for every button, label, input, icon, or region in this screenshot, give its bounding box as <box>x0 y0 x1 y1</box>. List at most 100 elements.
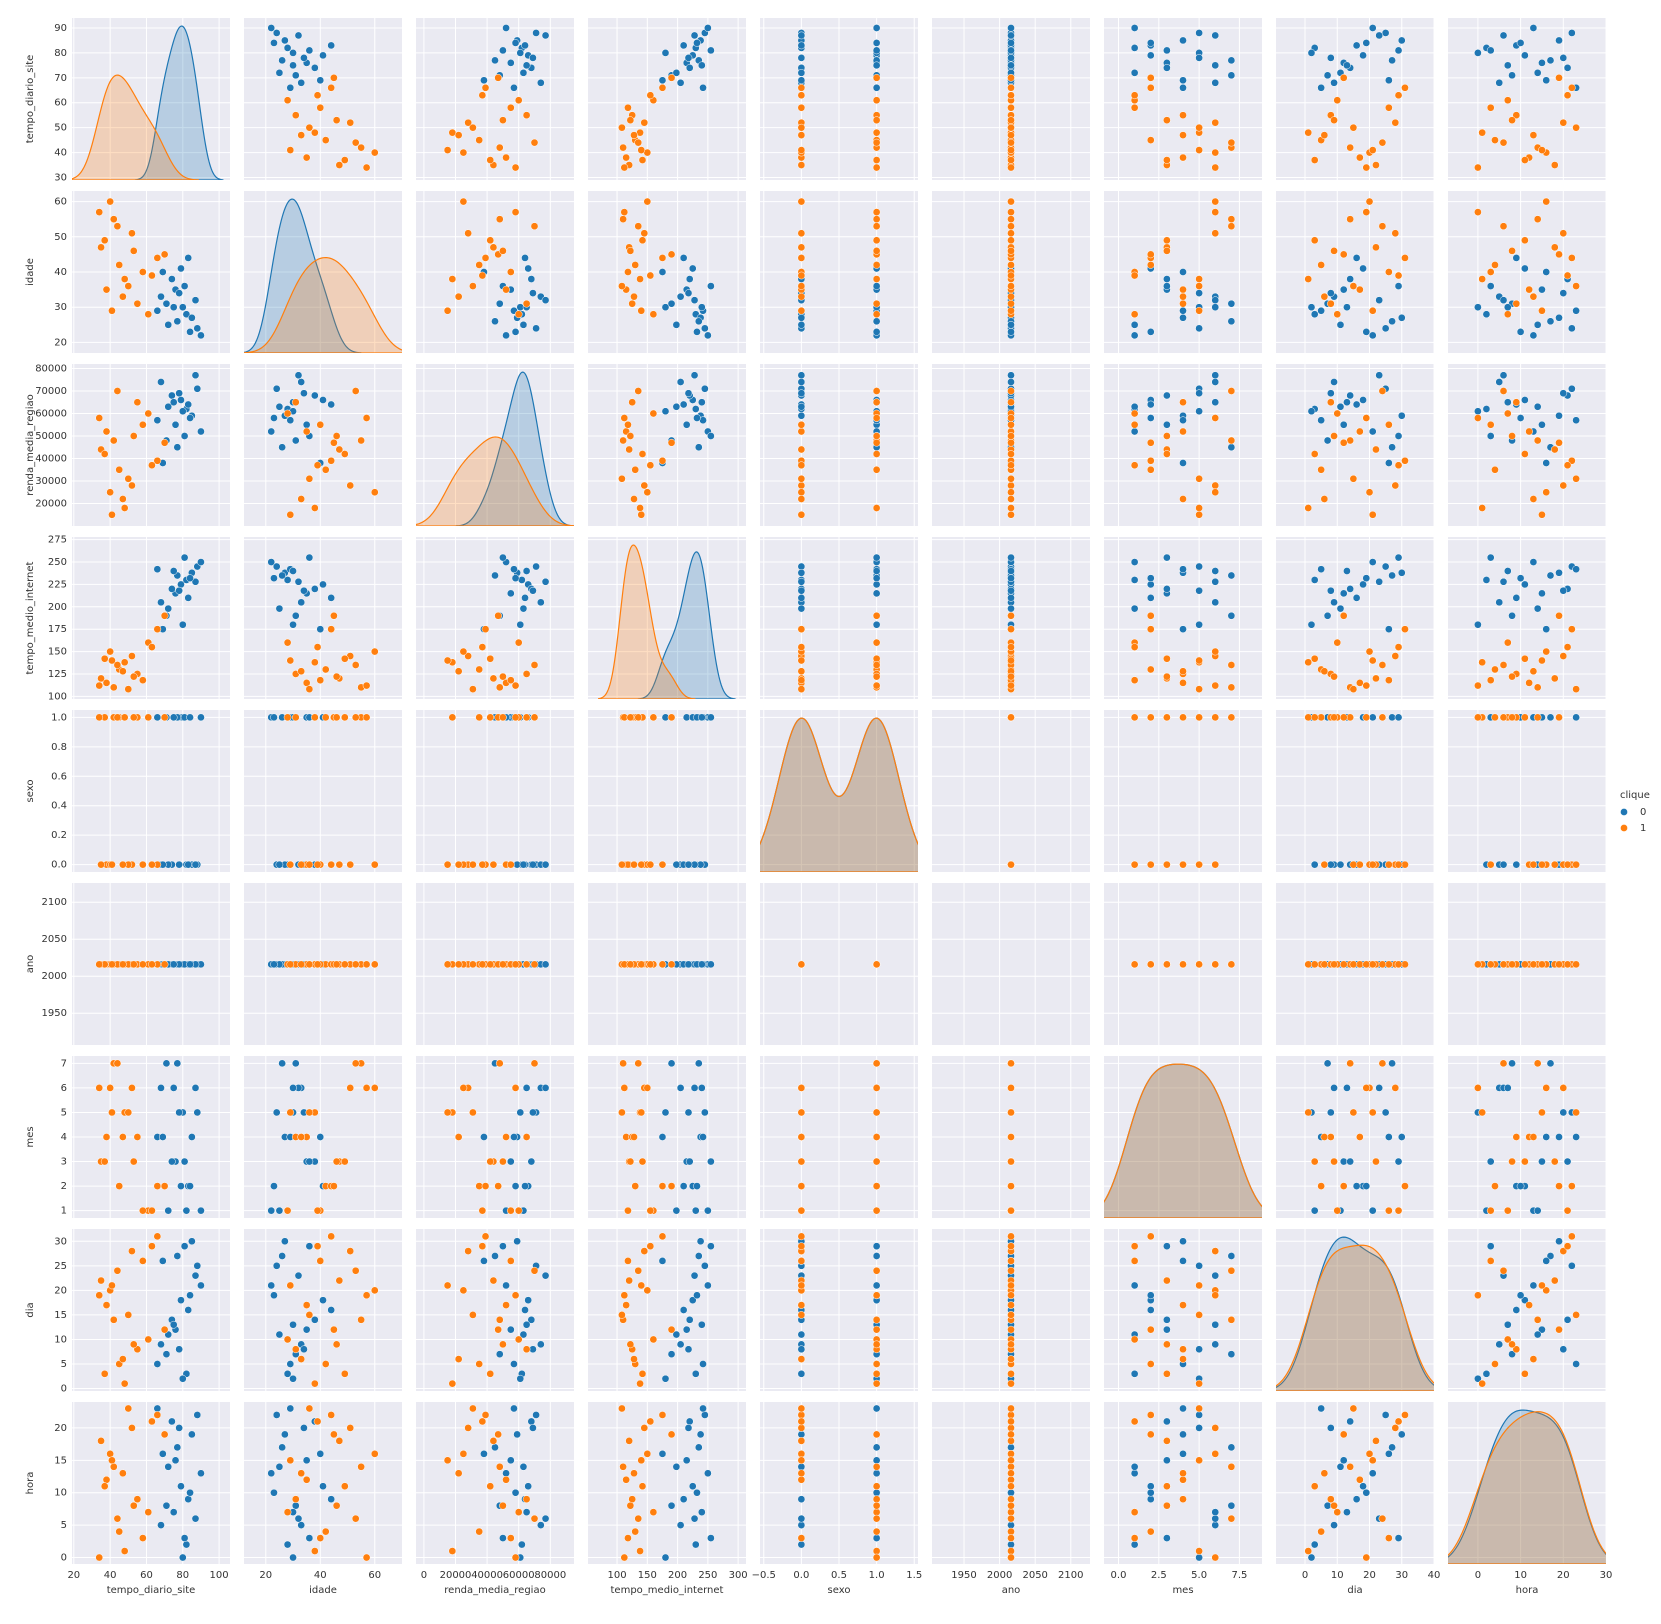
point <box>626 713 635 722</box>
y-tick-label: 7 <box>61 1058 67 1069</box>
panel-bg <box>1448 364 1606 526</box>
point <box>1304 1108 1313 1117</box>
point <box>100 450 109 458</box>
point <box>1499 387 1508 395</box>
point <box>459 148 468 157</box>
point <box>1474 163 1482 172</box>
panel <box>1104 883 1262 1045</box>
point <box>1130 310 1139 319</box>
point <box>95 414 104 422</box>
point <box>693 1182 701 1190</box>
point <box>305 123 314 132</box>
point <box>1007 328 1015 336</box>
x-axis-label: renda_media_regiao <box>444 1585 545 1596</box>
point <box>1211 713 1220 722</box>
point <box>1529 667 1538 676</box>
point <box>646 1417 655 1426</box>
point <box>530 1514 539 1523</box>
point <box>160 1182 169 1190</box>
point <box>1538 59 1546 67</box>
point <box>1339 1157 1348 1166</box>
point <box>694 1443 703 1452</box>
point <box>699 1360 707 1368</box>
point <box>1401 860 1409 869</box>
point <box>638 236 647 245</box>
point <box>697 713 706 722</box>
point <box>454 1133 463 1141</box>
point <box>335 860 344 869</box>
point <box>1394 271 1403 280</box>
point <box>148 860 156 869</box>
point <box>637 860 646 869</box>
point <box>454 667 463 676</box>
panel <box>760 364 918 526</box>
point <box>1378 1514 1387 1523</box>
point <box>626 432 635 440</box>
point <box>173 443 182 452</box>
point <box>1486 676 1495 685</box>
y-tick-label: 40000 <box>35 454 67 465</box>
point <box>332 672 341 681</box>
panel <box>72 191 230 353</box>
point <box>370 647 379 656</box>
point <box>281 36 289 45</box>
point <box>169 398 178 407</box>
point <box>1550 674 1559 683</box>
point <box>797 83 806 92</box>
point <box>649 1508 658 1517</box>
point <box>148 461 156 470</box>
point <box>1499 577 1508 586</box>
point <box>129 432 138 440</box>
y-tick-label: 225 <box>48 579 67 590</box>
point <box>124 282 133 290</box>
point <box>619 1462 627 1471</box>
point <box>1372 243 1380 252</box>
point <box>153 625 162 634</box>
point <box>1521 156 1529 164</box>
point <box>481 1411 490 1419</box>
point <box>1130 91 1139 100</box>
point <box>1538 146 1546 154</box>
point <box>1146 960 1155 969</box>
point <box>340 1482 349 1491</box>
point <box>797 54 806 62</box>
point <box>486 713 495 722</box>
point <box>1007 39 1015 47</box>
point <box>872 661 881 669</box>
point <box>1529 960 1538 969</box>
point <box>1499 222 1508 231</box>
point <box>321 713 330 722</box>
point <box>153 1411 162 1419</box>
point <box>316 1449 325 1458</box>
point <box>1007 481 1015 490</box>
point <box>270 1488 278 1497</box>
point <box>1195 306 1203 315</box>
point <box>693 1488 701 1497</box>
point <box>129 960 138 969</box>
point <box>872 116 881 125</box>
point <box>1362 414 1371 422</box>
point <box>1339 1430 1348 1439</box>
point <box>1394 1206 1403 1215</box>
point <box>275 604 284 613</box>
panel <box>932 710 1090 872</box>
point <box>519 1330 528 1339</box>
panel <box>416 537 574 699</box>
point <box>454 1355 463 1363</box>
point <box>506 676 515 685</box>
point <box>178 1553 187 1562</box>
point <box>522 299 531 308</box>
x-tick-label: 0.5 <box>831 1570 847 1581</box>
point <box>1227 387 1236 395</box>
point <box>1538 656 1546 665</box>
y-tick-label: 5 <box>61 1107 67 1118</box>
point <box>1563 860 1572 869</box>
point <box>1330 116 1338 125</box>
point <box>1310 860 1319 869</box>
point <box>872 215 881 224</box>
point <box>872 83 881 92</box>
point <box>1529 331 1538 340</box>
point <box>1146 1495 1155 1504</box>
point <box>1555 250 1563 259</box>
point <box>1503 303 1512 312</box>
